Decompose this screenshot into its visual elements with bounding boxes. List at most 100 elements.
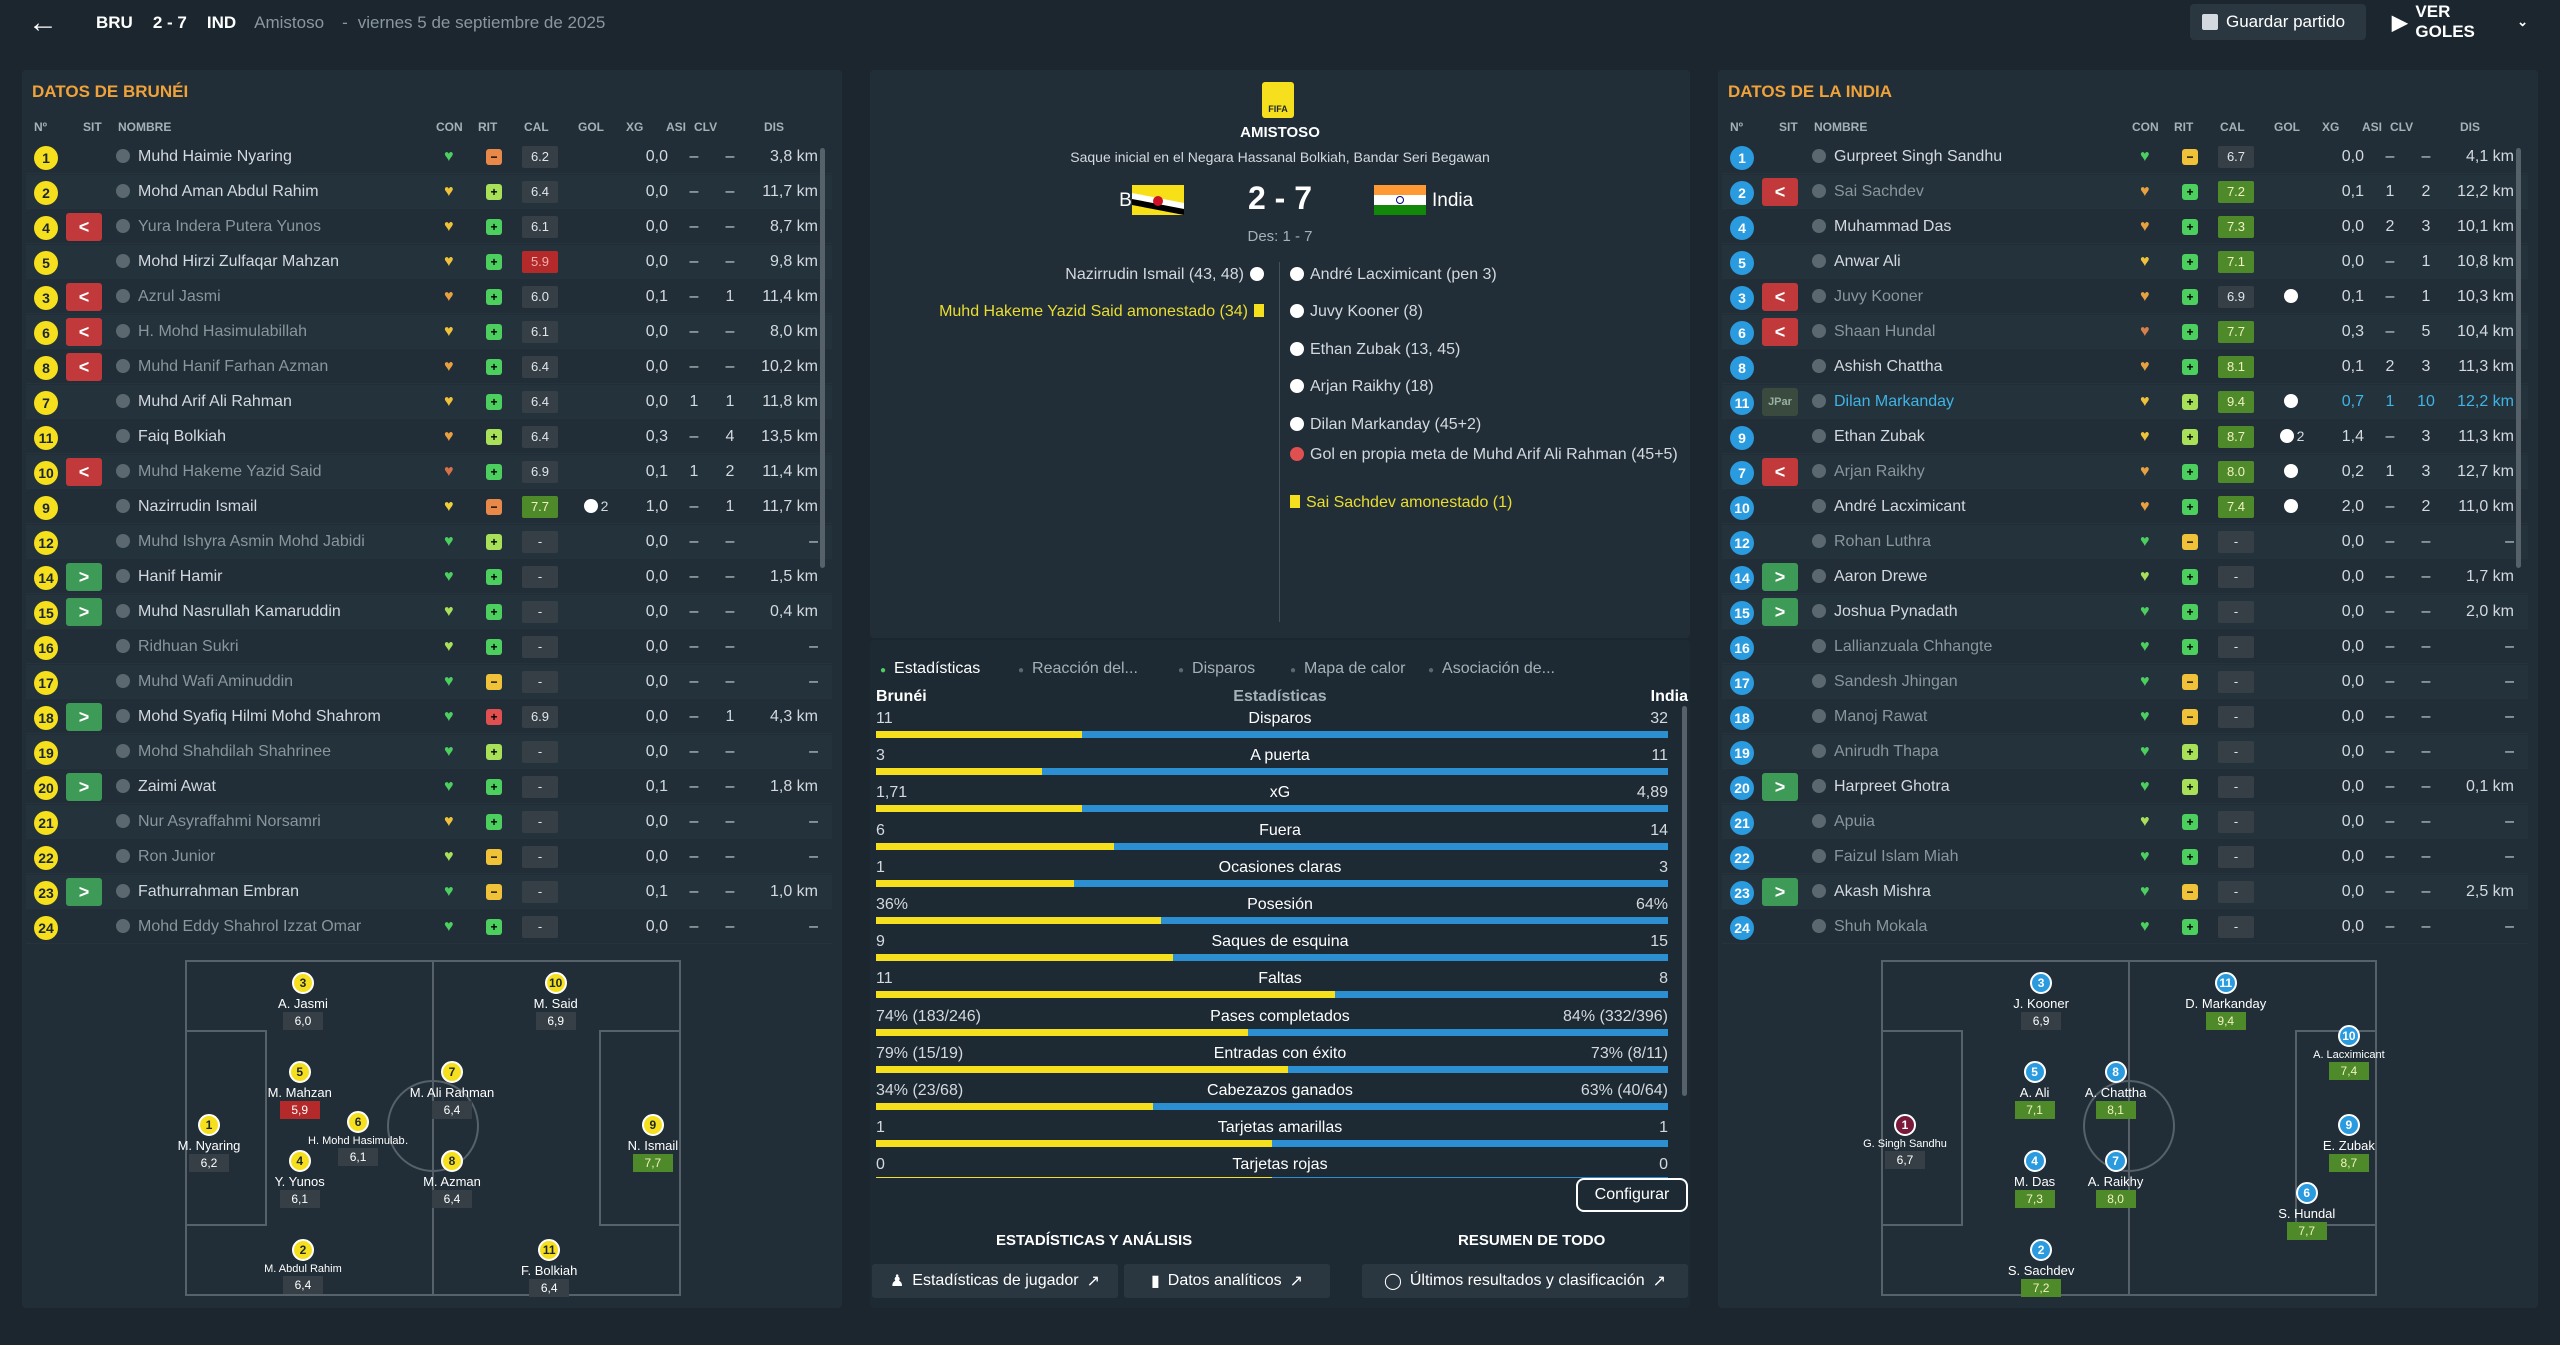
col-key-passes[interactable]: CLV — [694, 120, 718, 134]
player-name[interactable]: Mohd Aman Abdul Rahim — [138, 183, 319, 200]
formation-player[interactable]: 4 M. Das 7,3 — [1985, 1150, 2085, 1208]
col-xg[interactable]: XG — [2322, 120, 2340, 134]
player-name[interactable]: Yura Indera Putera Yunos — [138, 218, 321, 235]
player-row[interactable]: 9 Ethan Zubak ♥ +8.7 2 1,4 – 3 11,3 km — [1722, 420, 2528, 454]
player-name[interactable]: Mohd Eddy Shahrol Izzat Omar — [138, 918, 362, 935]
player-row[interactable]: 7 < Arjan Raikhy ♥ +8.0 0,2 1 3 12,7 km — [1722, 455, 2528, 489]
player-name[interactable]: André Lacximicant — [1834, 498, 1966, 515]
player-row[interactable]: 17 Muhd Wafi Aminuddin ♥ − - 0,0 – – – — [26, 665, 832, 699]
player-row[interactable]: 7 Muhd Arif Ali Rahman ♥ +6.4 0,0 1 1 11,8 km — [26, 385, 832, 419]
configure-button[interactable]: Configurar — [1576, 1178, 1688, 1212]
player-name[interactable]: Arjan Raikhy — [1834, 463, 1925, 480]
col-rhythm[interactable]: RIT — [2174, 120, 2194, 134]
player-name[interactable]: Gurpreet Singh Sandhu — [1834, 148, 2003, 165]
player-name[interactable]: Anirudh Thapa — [1834, 743, 1939, 760]
formation-player[interactable]: 11 D. Markanday 9,4 — [2176, 972, 2276, 1030]
player-row[interactable]: 4 Muhammad Das ♥ +7.3 0,0 2 3 10,1 km — [1722, 210, 2528, 244]
tab-5[interactable]: ● Asociación de... — [1428, 660, 1555, 678]
player-row[interactable]: 20 > Harpreet Ghotra ♥ + - 0,0 – – 0,1 km — [1722, 770, 2528, 804]
col-goals[interactable]: GOL — [578, 120, 604, 134]
player-name[interactable]: Nazirrudin Ismail — [138, 498, 258, 515]
player-name[interactable]: Anwar Ali — [1834, 253, 1901, 270]
col-rhythm[interactable]: RIT — [478, 120, 498, 134]
player-name[interactable]: Muhd Arif Ali Rahman — [138, 393, 292, 410]
player-row[interactable]: 23 > Fathurrahman Embran ♥ − - 0,1 – – 1,0 km — [26, 875, 832, 909]
formation-player[interactable]: 2 S. Sachdev 7,2 — [1991, 1239, 2091, 1297]
player-row[interactable]: 22 Faizul Islam Miah ♥ + - 0,0 – – – — [1722, 840, 2528, 874]
tab-1[interactable]: ● Estadísticas — [880, 660, 980, 678]
player-name[interactable]: Nur Asyraffahmi Norsamri — [138, 813, 321, 830]
player-name[interactable]: Mohd Hirzi Zulfaqar Mahzan — [138, 253, 339, 270]
away-team-name[interactable]: India — [1432, 190, 1474, 211]
player-row[interactable]: 23 > Akash Mishra ♥ − - 0,0 – – 2,5 km — [1722, 875, 2528, 909]
formation-player[interactable]: 5 M. Mahzan 5,9 — [250, 1061, 350, 1119]
formation-player[interactable]: 9 E. Zubak 8,7 — [2299, 1114, 2399, 1173]
player-row[interactable]: 1 Gurpreet Singh Sandhu ♥ − 6.7 0,0 – – 4,1 km — [1722, 140, 2528, 174]
player-name[interactable]: Aaron Drewe — [1834, 568, 1928, 585]
player-row[interactable]: 18 Manoj Rawat ♥ − - 0,0 – – – — [1722, 700, 2528, 734]
player-name[interactable]: Faiq Bolkiah — [138, 428, 227, 445]
player-row[interactable]: 12 Muhd Ishyra Asmin Mohd Jabidi ♥ + - 0,0 – – – — [26, 525, 832, 559]
player-row[interactable]: 17 Sandesh Jhingan ♥ − - 0,0 – – – — [1722, 665, 2528, 699]
player-stats-button[interactable]: ♟ Estadísticas de jugador ↗ — [872, 1264, 1118, 1298]
player-row[interactable]: 21 Nur Asyraffahmi Norsamri ♥ + - 0,0 – – – — [26, 805, 832, 839]
player-row[interactable]: 21 Apuia ♥ + - 0,0 – – – — [1722, 805, 2528, 839]
player-name[interactable]: Apuia — [1834, 813, 1875, 830]
player-row[interactable]: 6 < H. Mohd Hasimulabillah ♥ +6.1 0,0 – – 8,0 km — [26, 315, 832, 349]
player-row[interactable]: 11 JPar Dilan Markanday ♥ +9.4 0,7 1 10 12,2 km — [1722, 385, 2528, 419]
scrollbar[interactable] — [820, 148, 825, 568]
formation-player[interactable]: 8 A. Chattha 8,1 — [2066, 1061, 2166, 1119]
player-row[interactable]: 24 Shuh Mokala ♥ + - 0,0 – – – — [1722, 910, 2528, 944]
player-row[interactable]: 6 < Shaan Hundal ♥ +7.7 0,3 – 5 10,4 km — [1722, 315, 2528, 349]
col-condition[interactable]: CON — [2132, 120, 2159, 134]
player-name[interactable]: Harpreet Ghotra — [1834, 778, 1950, 795]
player-row[interactable]: 8 < Muhd Hanif Farhan Azman ♥ +6.4 0,0 – – 10,2 … — [26, 350, 832, 384]
results-standings-button[interactable]: ◯ Últimos resultados y clasificación ↗ — [1362, 1264, 1688, 1298]
formation-player[interactable]: 4 Y. Yunos 6,1 — [250, 1150, 350, 1208]
analytics-button[interactable]: ▮ Datos analíticos ↗ — [1124, 1264, 1330, 1298]
player-name[interactable]: Shuh Mokala — [1834, 918, 1928, 935]
formation-player[interactable]: 1 G. Singh Sandhu 6,7 — [1855, 1114, 1955, 1170]
player-row[interactable]: 9 Nazirrudin Ismail ♥ − 7.7 2 1,0 – 1 11,7 km — [26, 490, 832, 524]
player-name[interactable]: Dilan Markanday — [1834, 393, 1955, 410]
player-name[interactable]: Rohan Luthra — [1834, 533, 1931, 550]
player-name[interactable]: Ashish Chattha — [1834, 358, 1943, 375]
col-situation[interactable]: SIT — [83, 120, 102, 134]
player-name[interactable]: Fathurrahman Embran — [138, 883, 299, 900]
col-rating[interactable]: CAL — [2220, 120, 2245, 134]
formation-player[interactable]: 10 M. Said 6,9 — [506, 972, 606, 1030]
formation-player[interactable]: 8 M. Azman 6,4 — [402, 1150, 502, 1208]
formation-player[interactable]: 6 S. Hundal 7,7 — [2257, 1182, 2357, 1241]
player-name[interactable]: Faizul Islam Miah — [1834, 848, 1959, 865]
player-row[interactable]: 11 Faiq Bolkiah ♥ +6.4 0,3 – 4 13,5 km — [26, 420, 832, 454]
player-name[interactable]: Muhd Hakeme Yazid Said — [138, 463, 322, 480]
player-name[interactable]: Zaimi Awat — [138, 778, 216, 795]
player-name[interactable]: Mohd Syafiq Hilmi Mohd Shahrom — [138, 708, 381, 725]
formation-player[interactable]: 7 M. Ali Rahman 6,4 — [402, 1061, 502, 1119]
player-row[interactable]: 19 Mohd Shahdilah Shahrinee ♥ + - 0,0 – – – — [26, 735, 832, 769]
player-name[interactable]: Sai Sachdev — [1834, 183, 1924, 200]
save-match-button[interactable]: Guardar partido — [2190, 4, 2366, 40]
player-row[interactable]: 3 < Juvy Kooner ♥ +6.9 0,1 – 1 10,3 km — [1722, 280, 2528, 314]
formation-player[interactable]: 5 A. Ali 7,1 — [1985, 1061, 2085, 1119]
col-number[interactable]: Nº — [1730, 120, 1744, 134]
player-row[interactable]: 1 Muhd Haimie Nyaring ♥ − 6.2 0,0 – – 3,8 km — [26, 140, 832, 174]
scrollbar[interactable] — [2516, 148, 2521, 568]
col-goals[interactable]: GOL — [2274, 120, 2300, 134]
player-row[interactable]: 2 Mohd Aman Abdul Rahim ♥ +6.4 0,0 – – 11,7 km — [26, 175, 832, 209]
col-xg[interactable]: XG — [626, 120, 644, 134]
player-row[interactable]: 10 André Lacximicant ♥ +7.4 2,0 – 2 11,0 km — [1722, 490, 2528, 524]
player-name[interactable]: Hanif Hamir — [138, 568, 223, 585]
player-row[interactable]: 16 Ridhuan Sukri ♥ + - 0,0 – – – — [26, 630, 832, 664]
col-distance[interactable]: DIS — [764, 120, 785, 134]
formation-player[interactable]: 9 N. Ismail 7,7 — [603, 1114, 703, 1173]
player-name[interactable]: Sandesh Jhingan — [1834, 673, 1958, 690]
player-row[interactable]: 14 > Aaron Drewe ♥ + - 0,0 – – 1,7 km — [1722, 560, 2528, 594]
player-name[interactable]: Juvy Kooner — [1834, 288, 1923, 305]
player-row[interactable]: 8 Ashish Chattha ♥ +8.1 0,1 2 3 11,3 km — [1722, 350, 2528, 384]
tab-4[interactable]: ● Mapa de calor — [1290, 660, 1405, 678]
tab-3[interactable]: ● Disparos — [1178, 660, 1255, 678]
player-name[interactable]: Azrul Jasmi — [138, 288, 221, 305]
player-name[interactable]: Mohd Shahdilah Shahrinee — [138, 743, 332, 760]
col-name[interactable]: NOMBRE — [1814, 120, 1868, 134]
